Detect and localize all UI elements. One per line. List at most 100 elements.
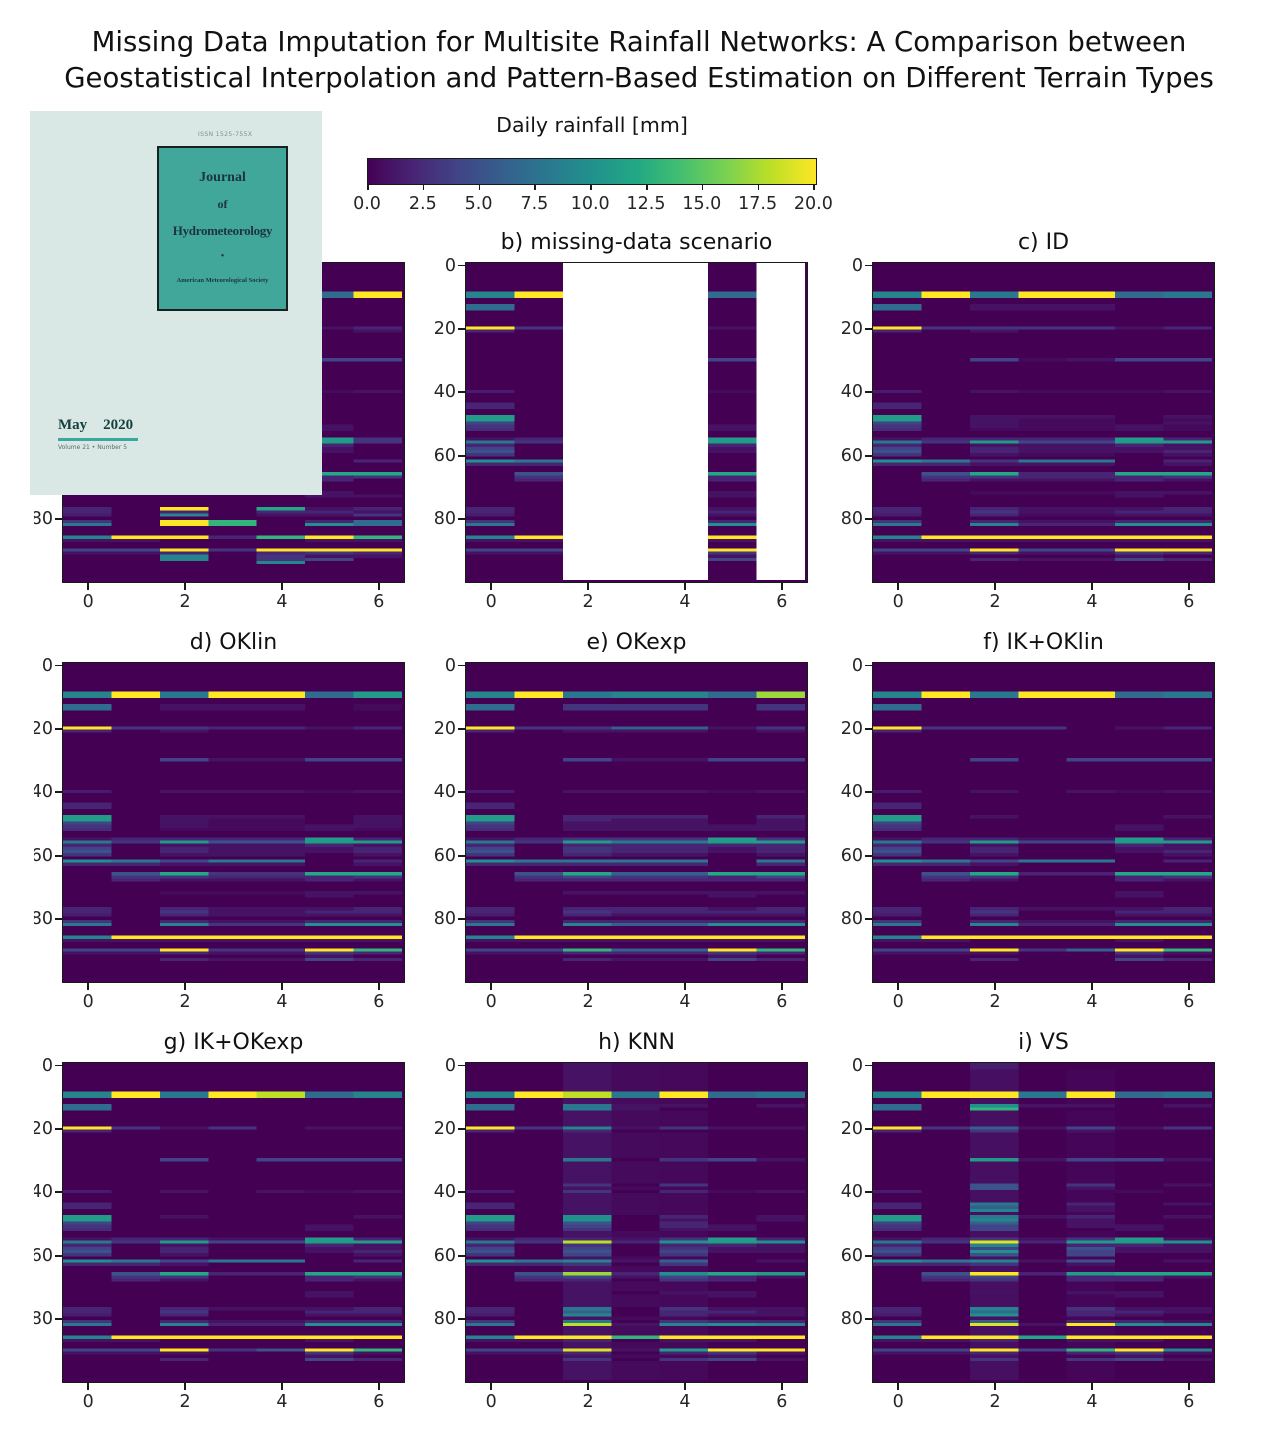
heatmap-canvas-b [466,263,805,580]
y-tick-label: 0 [444,1055,456,1076]
plot-area-f [872,662,1215,983]
colorbar-tick-label: 7.5 [520,194,549,214]
journal-rule [58,438,138,441]
y-tick-label: 20 [840,318,863,339]
x-tick-mark [994,583,996,590]
x-tick-label: 6 [373,592,385,612]
x-tick-label: 2 [582,592,594,612]
colorbar-tick-mark [367,185,369,190]
y-tick-mark [458,727,465,730]
panel-b: b) missing-data scenario 0 20 40 60 80 0 2 4 6 [434,230,808,612]
y-tick-label: 60 [840,845,863,866]
heatmap-canvas-h [466,1063,805,1380]
colorbar-tick-label: 17.5 [738,194,778,214]
colorbar-ticks: 0.0 2.5 5.0 7.5 10.0 12.5 15.0 17.5 20.0 [353,158,833,218]
y-tick-mark [458,391,465,394]
y-tick-mark [458,1127,465,1130]
y-tick-label: 60 [433,845,456,866]
x-tick-mark [683,983,686,990]
x-tick-label: 2 [989,992,1001,1012]
y-tick-label: 40 [34,782,53,803]
y-tick-label: 20 [34,718,53,739]
colorbar-tick-mark [701,185,704,190]
panel-e: e) OKexp 0 20 40 60 80 0 2 4 6 [434,630,808,1012]
journal-volume: Volume 21 • Number 5 [58,444,128,451]
x-tick-mark [87,983,89,990]
y-tick-mark [865,1254,872,1257]
x-tick-label: 4 [679,592,691,612]
x-tick-mark [87,583,89,590]
x-tick-label: 4 [1086,592,1098,612]
y-tick-label: 60 [840,1245,863,1266]
y-tick-label: 80 [433,1309,456,1330]
y-tick-label: 40 [840,782,863,803]
heatmap-canvas-e [466,663,805,980]
y-tick-mark [458,918,465,920]
panel-title-b: b) missing-data scenario [500,230,773,255]
y-tick-mark [865,327,872,330]
panel-title-g: g) IK+OKexp [163,1030,304,1055]
y-tick-label: 60 [433,445,456,466]
panel-i: i) VS 0 20 40 60 80 0 2 4 6 [841,1030,1215,1412]
colorbar-tick-mark [646,185,648,190]
x-tick-mark [490,1383,492,1390]
y-tick-label: 40 [840,382,863,403]
x-tick-mark [1187,983,1190,990]
x-tick-mark [683,583,686,590]
y-tick-mark [458,1254,465,1257]
y-tick-mark [458,854,465,857]
y-tick-mark [458,791,465,794]
plot-area-e [465,662,808,983]
y-tick-label: 0 [41,655,53,676]
x-tick-label: 6 [373,992,385,1012]
x-tick-label: 0 [892,992,904,1012]
y-tick-mark [865,918,872,920]
x-tick-label: 0 [485,1392,497,1412]
x-tick-label: 0 [82,1392,94,1412]
x-tick-mark [377,983,380,990]
colorbar-tick-label: 0.0 [353,194,381,214]
x-tick-mark [897,583,899,590]
y-tick-label: 20 [433,318,456,339]
x-tick-mark [780,983,783,990]
x-tick-label: 6 [373,1392,385,1412]
plot-area-d [62,662,405,983]
colorbar-tick-mark [813,185,815,190]
y-tick-label: 20 [433,1118,456,1139]
x-tick-mark [780,1383,783,1390]
colorbar-tick-label: 15.0 [682,194,722,214]
colorbar-tick-label: 10.0 [570,194,610,214]
heatmap-canvas-f [873,663,1212,980]
y-tick-mark [55,1318,62,1320]
colorbar-tick-mark [422,185,425,190]
x-tick-mark [490,583,492,590]
x-tick-label: 6 [1183,992,1195,1012]
x-tick-mark [897,983,899,990]
x-tick-label: 6 [1183,592,1195,612]
x-tick-mark [780,583,783,590]
x-tick-mark [994,983,996,990]
plot-area-c [872,262,1215,583]
panel-title-h: h) KNN [598,1030,675,1055]
y-tick-label: 80 [433,509,456,530]
y-tick-label: 80 [34,1309,53,1330]
y-tick-label: 0 [851,655,863,676]
panel-title-f: f) IK+OKlin [983,630,1104,655]
x-tick-label: 4 [276,592,288,612]
journal-title-word: Journal [199,170,246,185]
y-tick-label: 80 [34,909,53,930]
panel-f: f) IK+OKlin 0 20 40 60 80 0 2 4 6 [841,630,1215,1012]
y-tick-label: 60 [433,1245,456,1266]
heatmap-canvas-i [873,1063,1212,1380]
y-tick-mark [865,1318,872,1320]
y-tick-mark [458,454,465,457]
y-tick-label: 20 [840,1118,863,1139]
y-tick-label: 0 [444,255,456,276]
colorbar-tick-label: 5.0 [464,194,493,214]
panel-title-c: c) ID [1017,230,1070,255]
y-tick-mark [55,1191,62,1194]
x-tick-mark [87,1383,89,1390]
colorbar-tick-mark [590,185,592,190]
x-tick-label: 4 [276,992,288,1012]
y-tick-mark [458,1318,465,1320]
